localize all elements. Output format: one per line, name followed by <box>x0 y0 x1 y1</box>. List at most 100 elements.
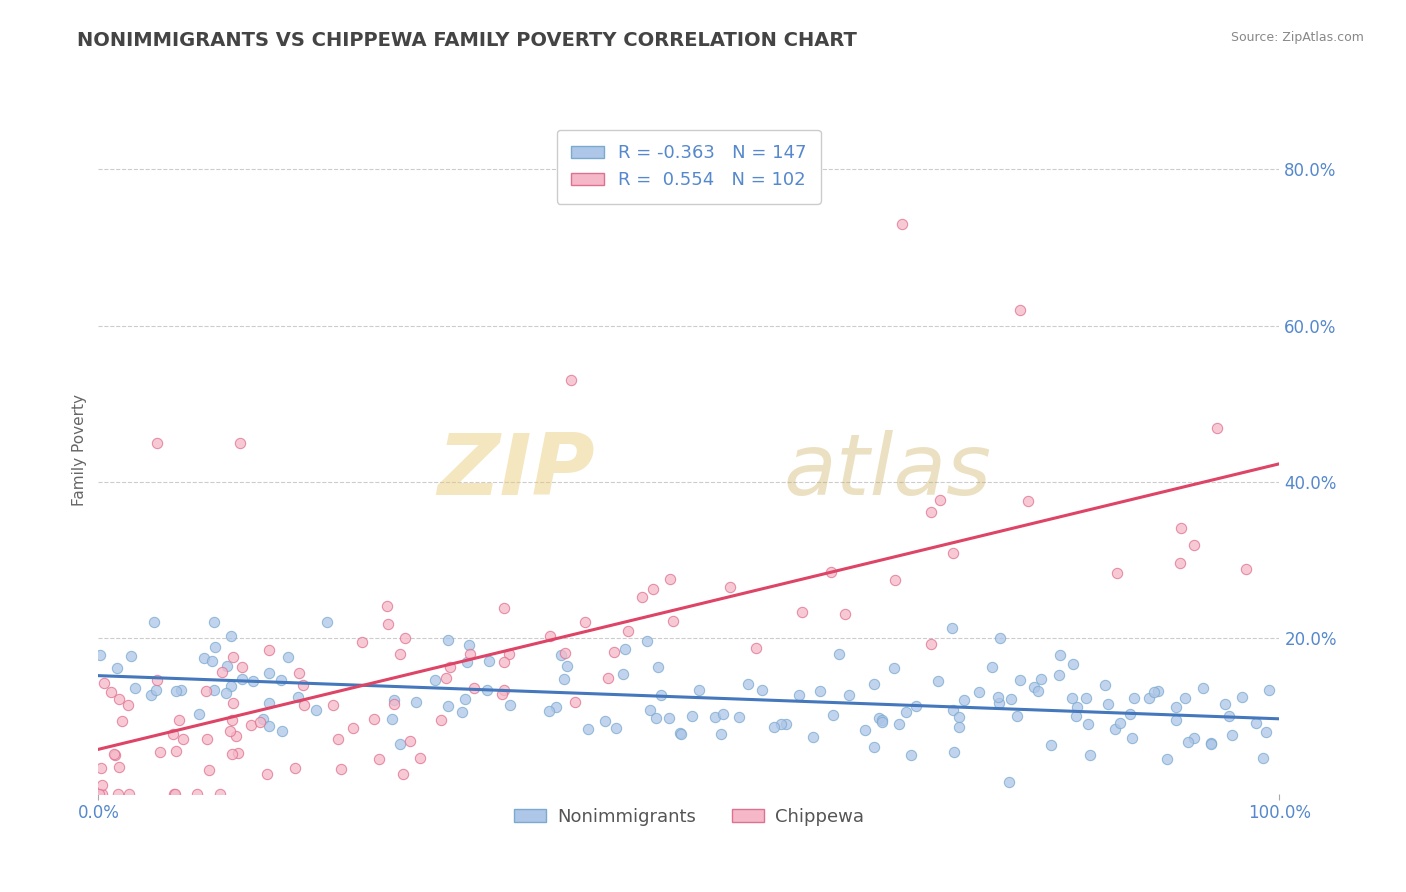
Point <box>596 672 619 686</box>
Point <box>560 373 582 387</box>
Point <box>641 582 664 596</box>
Point <box>1256 724 1278 739</box>
Point <box>437 633 460 648</box>
Point <box>143 615 166 630</box>
Point <box>828 647 851 661</box>
Point <box>218 724 240 739</box>
Point <box>1220 728 1243 742</box>
Point <box>953 693 976 707</box>
Point <box>711 706 734 721</box>
Point <box>751 683 773 698</box>
Point <box>377 617 399 632</box>
Point <box>555 659 578 673</box>
Point <box>172 732 194 747</box>
Point <box>165 787 187 801</box>
Point <box>763 720 786 734</box>
Point <box>342 721 364 735</box>
Point <box>896 706 918 720</box>
Point <box>256 767 278 781</box>
Point <box>225 729 247 743</box>
Point <box>463 681 485 695</box>
Point <box>231 672 253 686</box>
Point <box>574 615 596 630</box>
Point <box>219 629 242 643</box>
Point <box>593 714 616 728</box>
Point <box>942 703 965 717</box>
Point <box>221 747 243 761</box>
Point <box>1076 716 1098 731</box>
Point <box>239 717 262 731</box>
Point <box>1076 690 1098 705</box>
Point <box>1182 538 1205 552</box>
Point <box>382 692 405 706</box>
Point <box>457 638 479 652</box>
Point <box>862 677 884 691</box>
Point <box>399 733 422 747</box>
Point <box>108 692 131 706</box>
Legend: Nonimmigrants, Chippewa: Nonimmigrants, Chippewa <box>506 800 872 833</box>
Point <box>451 705 474 719</box>
Point <box>1177 735 1199 749</box>
Point <box>987 690 1010 704</box>
Point <box>1168 556 1191 570</box>
Point <box>904 698 927 713</box>
Point <box>425 673 447 688</box>
Point <box>226 746 249 760</box>
Point <box>669 726 692 740</box>
Point <box>103 747 125 762</box>
Point <box>492 655 515 669</box>
Point <box>1049 648 1071 663</box>
Point <box>270 673 292 687</box>
Point <box>222 650 245 665</box>
Point <box>211 665 233 679</box>
Point <box>89 648 111 663</box>
Point <box>1137 690 1160 705</box>
Point <box>650 688 672 702</box>
Point <box>1170 521 1192 535</box>
Point <box>87 787 110 801</box>
Point <box>162 727 184 741</box>
Point <box>883 573 905 587</box>
Point <box>820 565 842 579</box>
Point <box>1008 302 1031 317</box>
Point <box>352 634 374 648</box>
Point <box>1174 691 1197 706</box>
Point <box>117 698 139 713</box>
Point <box>391 767 413 781</box>
Point <box>630 590 652 604</box>
Point <box>745 641 768 656</box>
Point <box>453 692 475 706</box>
Point <box>1005 708 1028 723</box>
Point <box>1119 707 1142 722</box>
Point <box>1230 690 1253 705</box>
Point <box>612 666 634 681</box>
Point <box>167 713 190 727</box>
Point <box>1206 420 1229 434</box>
Point <box>645 711 668 725</box>
Point <box>617 624 640 639</box>
Point <box>1201 736 1223 750</box>
Point <box>439 660 461 674</box>
Point <box>193 650 215 665</box>
Point <box>492 600 515 615</box>
Point <box>197 732 219 747</box>
Point <box>920 637 942 651</box>
Point <box>124 681 146 695</box>
Point <box>703 710 725 724</box>
Text: NONIMMIGRANTS VS CHIPPEWA FAMILY POVERTY CORRELATION CHART: NONIMMIGRANTS VS CHIPPEWA FAMILY POVERTY… <box>77 31 858 50</box>
Point <box>430 714 453 728</box>
Point <box>834 607 856 622</box>
Point <box>104 747 127 762</box>
Point <box>537 704 560 718</box>
Point <box>165 744 187 758</box>
Point <box>948 721 970 735</box>
Point <box>257 718 280 732</box>
Point <box>1062 657 1084 672</box>
Point <box>948 709 970 723</box>
Point <box>120 648 142 663</box>
Point <box>389 648 412 662</box>
Text: ZIP: ZIP <box>437 430 595 513</box>
Point <box>382 697 405 711</box>
Point <box>1022 680 1045 694</box>
Point <box>790 605 813 619</box>
